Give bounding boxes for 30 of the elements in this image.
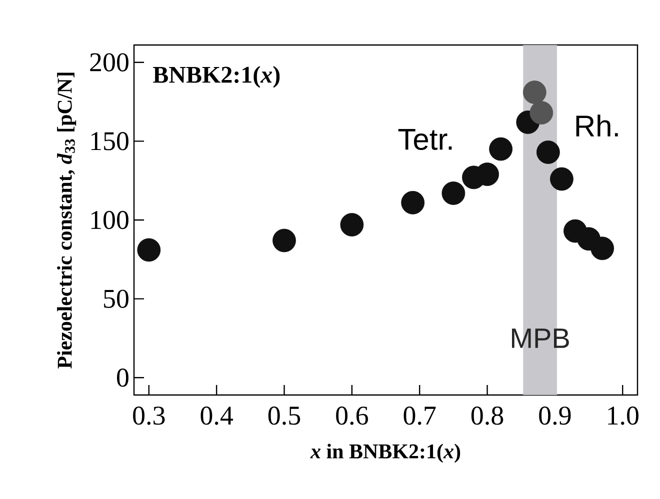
point [137, 238, 161, 262]
x-tick-label: 0.6 [336, 406, 368, 425]
point [401, 190, 425, 214]
point [442, 181, 466, 205]
x-tick-label: 0.5 [268, 406, 300, 425]
y-axis-title: Piezoelectric constant, d$_{33}$ [pC/N] [57, 72, 76, 368]
annotation: Rh. [576, 114, 618, 136]
text: BNBK2:1(x) [153, 66, 280, 88]
point [522, 80, 546, 104]
point [489, 137, 512, 161]
x-tick-label: 1.0 [608, 406, 638, 425]
x-tick-label: 0.7 [404, 406, 436, 425]
point [590, 236, 614, 260]
x-tick-label: 0.3 [133, 406, 165, 425]
y-tick-label: 150 [91, 132, 128, 150]
y-tick-label: 200 [90, 53, 128, 72]
point [272, 228, 296, 252]
x-tick-label: 0.4 [200, 406, 234, 425]
y-tick-label: 100 [91, 210, 128, 230]
point [536, 140, 560, 164]
y-tick-label: 0 [117, 368, 128, 387]
x-tick-label: 0.9 [539, 406, 571, 425]
band-label: MPB [512, 328, 569, 348]
point [340, 213, 364, 236]
annotation: Tetr. [398, 129, 452, 150]
point [530, 101, 554, 124]
x-tick-label: 0.8 [471, 406, 504, 425]
x-axis-title: x in BNBK2:1(x) [310, 444, 460, 463]
point [550, 167, 574, 191]
y-tick-label: 50 [104, 290, 128, 308]
